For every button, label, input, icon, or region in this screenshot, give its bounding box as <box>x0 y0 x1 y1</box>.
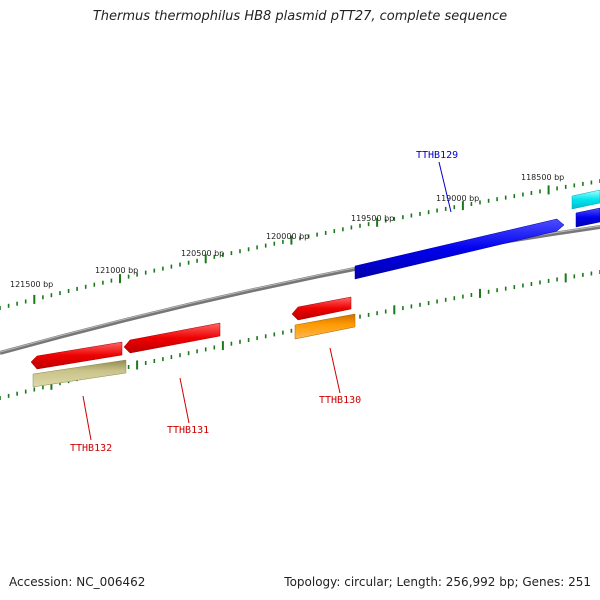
gene-label-TTHB132[interactable]: TTHB132 <box>70 443 112 454</box>
scale-labels: 121500 bp 121000 bp 120500 bp 120000 bp … <box>10 173 564 289</box>
accession-text: Accession: NC_006462 <box>9 575 146 589</box>
gene-arrow-reverse[interactable] <box>123 322 221 354</box>
label-leader-line <box>329 347 341 394</box>
label-leader-line <box>82 395 92 441</box>
scale-label: 121000 bp <box>95 266 138 275</box>
gene-TTHB130[interactable] <box>291 296 356 340</box>
gene-label-TTHB130[interactable]: TTHB130 <box>319 395 361 406</box>
scale-label: 119000 bp <box>436 194 479 203</box>
outer-tick-track <box>0 179 600 310</box>
feature-bar-cyan[interactable] <box>571 189 600 210</box>
gene-TTHB129[interactable] <box>354 218 565 280</box>
scale-label: 120500 bp <box>181 249 224 258</box>
gene-TTHB132[interactable] <box>30 341 127 388</box>
feature-bar-olive[interactable] <box>32 359 127 388</box>
label-leader-line <box>438 161 452 213</box>
topology-summary: Topology: circular; Length: 256,992 bp; … <box>284 575 591 589</box>
gene-TTHB131[interactable] <box>123 322 221 354</box>
gene-label-TTHB132-group: TTHB132 <box>70 395 112 454</box>
scale-label: 118500 bp <box>521 173 564 182</box>
gene-arrow-forward[interactable] <box>354 218 565 280</box>
gene-label-TTHB131[interactable]: TTHB131 <box>167 425 209 436</box>
feature-bar-orange[interactable] <box>294 313 356 340</box>
gene-forward-upstream[interactable] <box>575 207 600 228</box>
gene-arrow-reverse[interactable] <box>30 341 123 370</box>
scale-label: 121500 bp <box>10 280 53 289</box>
gene-label-TTHB129-group: TTHB129 <box>416 150 458 213</box>
gene-label-TTHB131-group: TTHB131 <box>167 377 209 436</box>
gene-label-TTHB129[interactable]: TTHB129 <box>416 150 458 161</box>
gene-arrow-reverse[interactable] <box>291 296 352 321</box>
gene-label-TTHB130-group: TTHB130 <box>319 347 361 406</box>
feature-cyan[interactable] <box>571 189 600 210</box>
gene-arrow-forward[interactable] <box>575 207 600 228</box>
map-title: Thermus thermophilus HB8 plasmid pTT27, … <box>92 9 508 24</box>
label-leader-line <box>179 377 190 424</box>
scale-label: 119500 bp <box>351 214 394 223</box>
scale-label: 120000 bp <box>266 232 309 241</box>
